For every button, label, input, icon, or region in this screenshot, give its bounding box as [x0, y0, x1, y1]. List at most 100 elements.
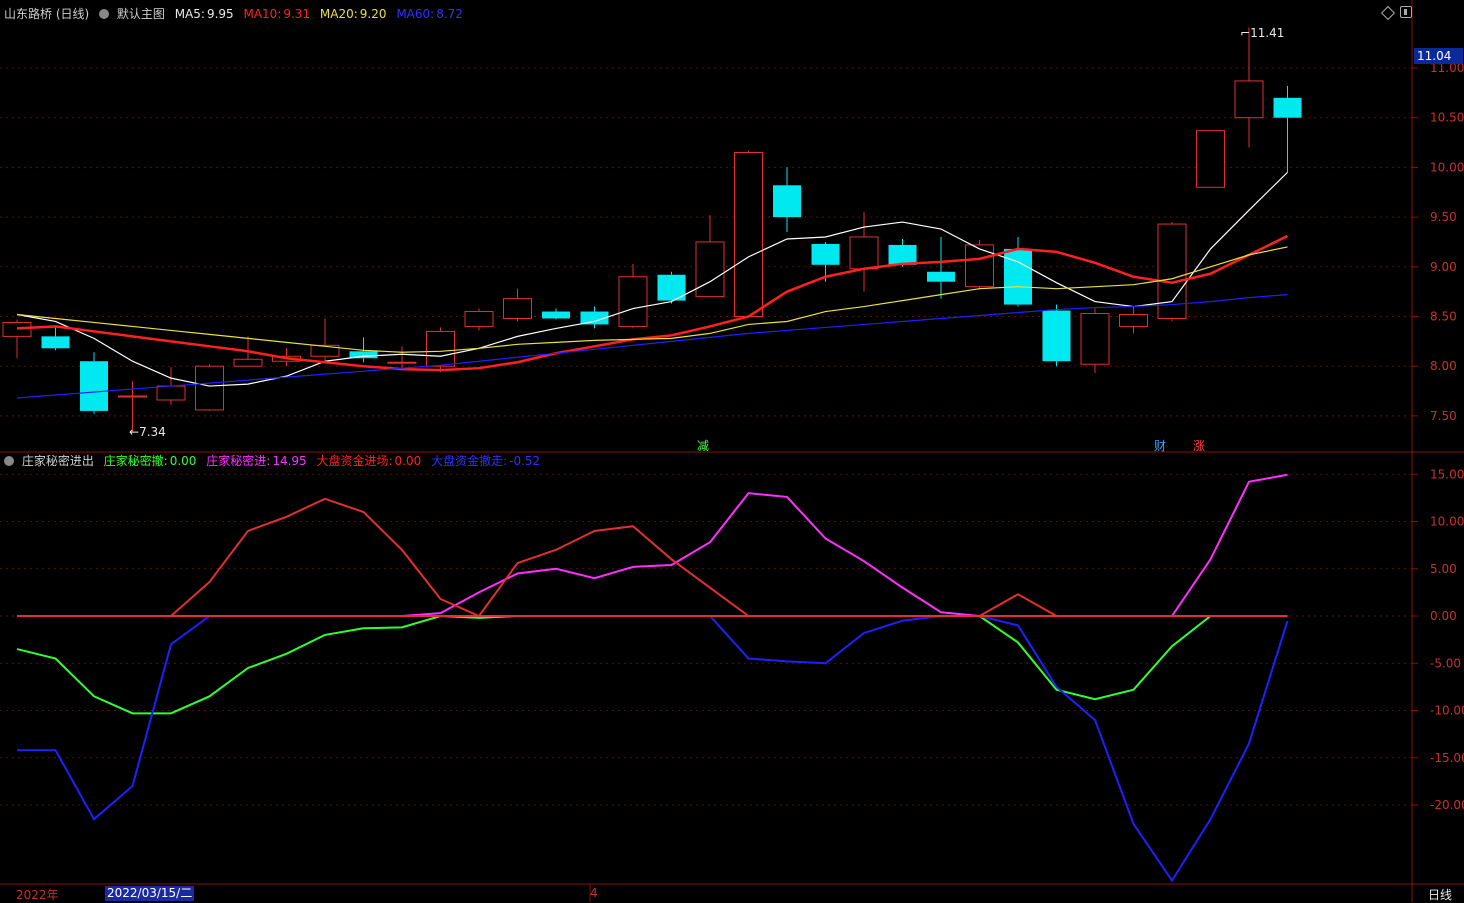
ma60-label: MA60: [396, 7, 435, 21]
withdraw-value: 0.00 [169, 454, 197, 468]
settings-circle-icon[interactable] [99, 9, 110, 19]
candle [618, 263, 648, 329]
candle [1004, 236, 1032, 307]
rise-marker[interactable]: 涨 [1193, 439, 1206, 453]
template-name[interactable]: 默认主图 [116, 7, 165, 21]
candle-body [1273, 97, 1302, 118]
candle-body [1119, 314, 1148, 327]
candle [80, 352, 108, 414]
candle [426, 327, 455, 373]
main-chart-header: 山东路桥 (日线) 默认主图 MA5: 9.95 MA10: 9.31 MA20: 9… [4, 4, 469, 24]
high-value: 11.41 [1250, 26, 1285, 40]
candle-body [195, 365, 224, 411]
candle [542, 308, 570, 320]
indicator-header: 庄家秘密进出 庄家秘密撤: 0.00 庄家秘密进: 14.95 大盘资金进场: 0.0… [4, 451, 546, 471]
indicator-settings-icon[interactable] [4, 456, 14, 466]
footer-year: 2022年 [16, 888, 59, 902]
candle-body [41, 336, 70, 349]
ma20-label: MA20: [319, 7, 358, 21]
main-tick-label: 9.00 [1430, 260, 1457, 274]
market-out-value: -0.52 [509, 454, 541, 468]
indicator-tick-label: 10.00 [1430, 515, 1464, 529]
candle [849, 212, 879, 292]
indicator-tick-label: -5.00 [1430, 656, 1461, 670]
candle-body [1234, 80, 1264, 119]
ma10-label: MA10: [243, 7, 282, 21]
candle-body [580, 311, 609, 325]
indicator-tick-label: -10.00 [1430, 704, 1464, 718]
candle-body [965, 244, 994, 288]
ma-line-ma10 [16, 234, 1289, 372]
market-in-label: 大盘资金进场: [316, 454, 393, 468]
candle [888, 238, 917, 267]
candle [1273, 85, 1302, 173]
candle-body [503, 298, 532, 319]
withdraw-line [16, 614, 1288, 715]
main-tick-label: 9.50 [1430, 210, 1457, 224]
candle-body [1042, 310, 1071, 362]
candle [773, 167, 801, 233]
main-tick-label: 8.00 [1430, 359, 1457, 373]
reduce-marker[interactable]: 减 [697, 439, 710, 453]
candle [811, 241, 840, 282]
footer-month: 4 [590, 886, 598, 900]
main-tick-label: 11.00 [1430, 61, 1464, 75]
footer-date: 2022/03/15/二 [105, 886, 195, 901]
candle [1042, 304, 1071, 367]
ma-line-ma20 [16, 246, 1288, 353]
candle [1119, 306, 1148, 334]
high-annotation: ⌐11.41 [1240, 26, 1284, 40]
candle-body [1004, 248, 1032, 305]
ma10-value: 9.31 [283, 7, 311, 21]
main-tick-label: 10.50 [1430, 111, 1464, 125]
candle [387, 346, 417, 370]
ma5-label: MA5: [174, 7, 205, 21]
diamond-icon[interactable] [1380, 5, 1396, 21]
candle [310, 318, 340, 361]
candle-body [1196, 130, 1225, 188]
enter-label: 庄家秘密进: [206, 454, 271, 468]
candle-body [156, 385, 186, 401]
market-out-line [17, 615, 1289, 883]
candle-body [695, 241, 725, 298]
candle-body [734, 151, 763, 317]
candle [927, 236, 955, 299]
candle [233, 336, 263, 367]
candle [2, 319, 32, 359]
candle [503, 288, 532, 322]
indicator-tick-label: 5.00 [1430, 562, 1457, 576]
high-arrow-icon: ⌐ [1240, 26, 1251, 40]
candle-body [310, 344, 340, 357]
main-tick-label: 8.50 [1430, 310, 1457, 324]
indicator-title[interactable]: 庄家秘密进出 [21, 454, 94, 468]
candle-body [849, 236, 879, 270]
candle-body [233, 358, 263, 367]
current-price-tag: 11.04 [1414, 48, 1463, 64]
finance-marker[interactable]: 财 [1154, 439, 1167, 453]
candle [580, 306, 609, 329]
candle-body [426, 330, 455, 367]
candle-body [2, 321, 32, 337]
candle-body [618, 276, 648, 327]
stock-title[interactable]: 山东路桥 (日线) [4, 7, 90, 21]
indicator-tick-label: -15.00 [1430, 751, 1464, 765]
ma60-value: 8.72 [436, 7, 463, 21]
candle [1080, 308, 1110, 374]
main-tick-label: 10.00 [1430, 160, 1464, 174]
withdraw-label: 庄家秘密撤: [103, 454, 168, 468]
candle [1234, 27, 1264, 148]
candle [965, 239, 994, 290]
footer-period[interactable]: 日线 [1428, 888, 1453, 902]
candle-body [118, 395, 147, 398]
candle [464, 308, 494, 331]
candle-body [888, 244, 917, 265]
indicator-tick-label: 15.00 [1430, 467, 1464, 481]
market-in-line [17, 497, 1288, 618]
candle-body [1080, 313, 1110, 365]
window-toggle-icon[interactable] [1400, 6, 1412, 18]
market-out-label: 大盘资金撤走: [431, 454, 508, 468]
candle [657, 271, 686, 304]
candle-body [773, 185, 801, 218]
candle [1157, 222, 1187, 322]
